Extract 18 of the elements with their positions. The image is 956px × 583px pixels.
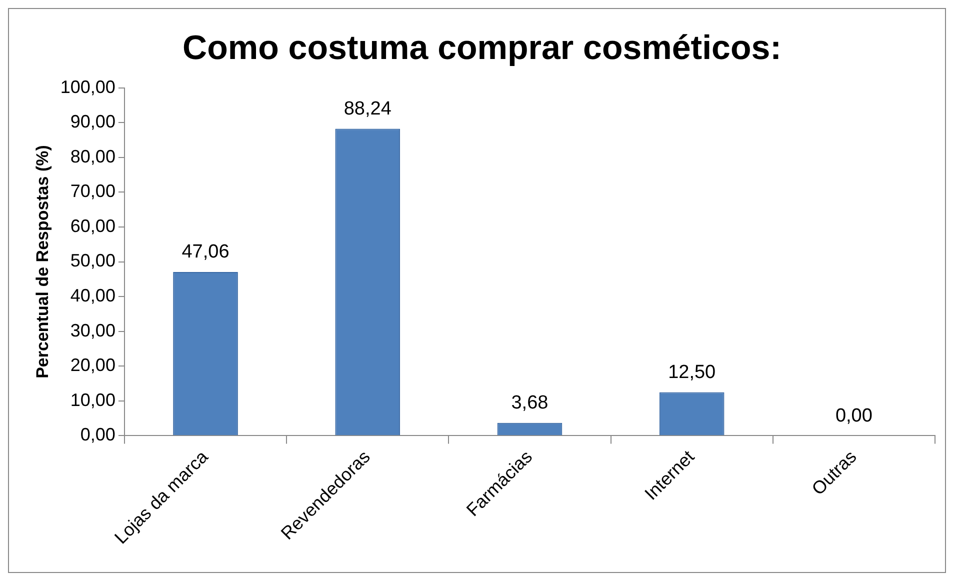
y-tick-label: 80,00: [70, 146, 116, 166]
data-label: 12,50: [668, 362, 716, 383]
y-tick-label: 70,00: [70, 181, 116, 202]
y-tick-label: 100,00: [60, 76, 116, 97]
data-label: 47,06: [182, 242, 230, 263]
y-tick-label: 20,00: [70, 355, 116, 376]
chart-title: Como costuma comprar cosméticos:: [182, 28, 782, 67]
y-tick-label: 60,00: [70, 216, 116, 236]
y-tick-label: 10,00: [70, 390, 116, 410]
y-tick-label: 90,00: [70, 112, 116, 132]
data-label: 0,00: [835, 405, 872, 426]
y-axis-title: Percentual de Respostas (%): [32, 145, 52, 378]
y-tick-label: 40,00: [70, 286, 116, 306]
y-tick-label: 0,00: [80, 424, 116, 445]
data-label: 88,24: [344, 98, 392, 120]
data-label: 3,68: [511, 392, 548, 414]
y-tick-label: 30,00: [70, 320, 116, 340]
y-tick-label: 50,00: [70, 250, 116, 271]
